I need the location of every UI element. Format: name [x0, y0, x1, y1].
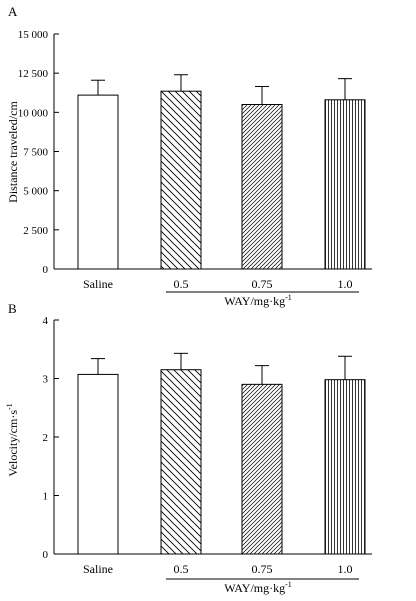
panel-b-y-axis-label: Velocity/cm·s-1 [5, 403, 20, 476]
panel-a-y-tick-label: 10 000 [18, 107, 49, 119]
panel-a-bar [241, 104, 283, 270]
panel-b-category-label: Saline [83, 562, 113, 576]
panel-b-bar [324, 379, 366, 555]
panel-b-category-label: 0.75 [252, 562, 273, 576]
panel-b-label: B [8, 301, 17, 316]
panel-a-category-label: Saline [83, 277, 113, 291]
panel-a-y-tick-label: 0 [43, 264, 49, 276]
panel-b-category-label: 0.5 [174, 562, 189, 576]
panel-b-x-axis-label: WAY/mg·kg-1 [224, 580, 292, 595]
panel-b-y-tick-label: 4 [43, 315, 49, 327]
panel-b-y-tick-label: 3 [43, 374, 49, 386]
panel-b-bar [160, 369, 202, 555]
panel-a-y-tick-label: 2 500 [23, 225, 48, 237]
panel-a-bar [324, 99, 366, 270]
panel-a-y-tick-label: 7 500 [23, 147, 48, 159]
panel-b-y-tick-label: 2 [43, 432, 49, 444]
panel-a-category-label: 0.75 [252, 277, 273, 291]
panel-a-y-tick-label: 5 000 [23, 186, 48, 198]
panel-a-y-tick-label: 15 000 [18, 29, 49, 41]
panel-b-y-tick-label: 0 [43, 549, 49, 561]
panel-a-label: A [8, 4, 18, 19]
panel-b-bar [241, 383, 283, 555]
panel-a-x-axis-label: WAY/mg·kg-1 [224, 293, 292, 308]
panel-b-category-label: 1.0 [338, 562, 353, 576]
panel-a-bar [160, 90, 202, 270]
panel-b-y-tick-label: 1 [43, 491, 49, 503]
panel-a-bar [77, 94, 119, 270]
panel-a-y-tick-label: 12 500 [18, 68, 49, 80]
panel-a-chart: A Distance traveled/cm 0 2 500 5 000 7 500 1… [6, 4, 372, 308]
panel-a-category-label: 0.5 [174, 277, 189, 291]
panel-a-y-axis-label: Distance traveled/cm [6, 101, 20, 203]
panel-a-category-label: 1.0 [338, 277, 353, 291]
panel-b-bar [77, 373, 119, 555]
